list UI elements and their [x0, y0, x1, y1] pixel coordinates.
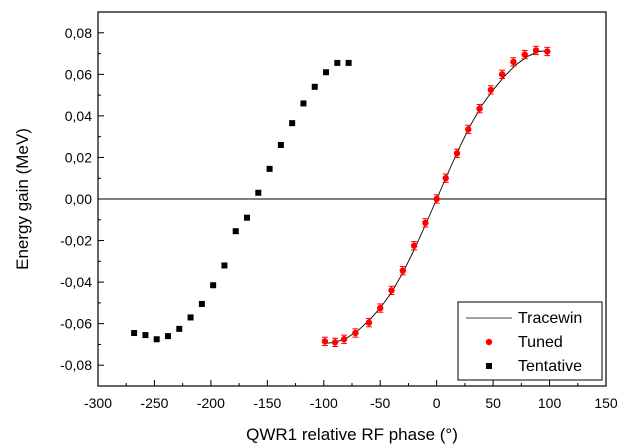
y-tick-label: 0,02 — [65, 149, 92, 165]
tuned-point — [332, 339, 338, 345]
tuned-point — [465, 126, 471, 132]
y-tick-label: -0,02 — [60, 233, 92, 249]
tuned-point — [411, 243, 417, 249]
tuned-point — [442, 175, 448, 181]
x-tick-label: -200 — [197, 395, 225, 411]
tuned-point — [544, 48, 550, 54]
x-tick-label: -100 — [310, 395, 338, 411]
tentative-point — [323, 69, 329, 75]
y-tick-label: -0,06 — [60, 316, 92, 332]
legend-square-marker — [486, 363, 492, 369]
tentative-point — [165, 333, 171, 339]
tentative-point — [142, 332, 148, 338]
tuned-point — [454, 150, 460, 156]
tuned-point — [400, 267, 406, 273]
legend: Tracewin Tuned Tentative — [458, 302, 602, 380]
tentative-point — [289, 120, 295, 126]
tuned-point — [366, 319, 372, 325]
x-tick-label: -250 — [140, 395, 168, 411]
tuned-point — [499, 71, 505, 77]
x-tick-label: -300 — [84, 395, 112, 411]
tuned-point — [377, 305, 383, 311]
tentative-point — [188, 314, 194, 320]
x-tick-label: 150 — [594, 395, 618, 411]
tentative-point — [255, 190, 261, 196]
tentative-point — [267, 166, 273, 172]
legend-label-tracewin: Tracewin — [518, 310, 582, 327]
tentative-point — [312, 84, 318, 90]
tuned-point — [488, 87, 494, 93]
tentative-point — [244, 215, 250, 221]
y-tick-label: 0,00 — [65, 191, 92, 207]
legend-label-tentative: Tentative — [518, 358, 582, 375]
y-tick-label: 0,08 — [65, 25, 92, 41]
tuned-point — [533, 47, 539, 53]
y-tick-label: 0,04 — [65, 108, 92, 124]
tentative-point — [233, 228, 239, 234]
tuned-point — [352, 330, 358, 336]
tuned-point — [422, 220, 428, 226]
tuned-point — [522, 51, 528, 57]
tentative-point — [300, 100, 306, 106]
y-tick-label: 0,06 — [65, 66, 92, 82]
tuned-point — [341, 336, 347, 342]
y-tick-label: -0,04 — [60, 274, 92, 290]
tentative-point — [176, 326, 182, 332]
x-tick-label: 0 — [433, 395, 441, 411]
tentative-point — [278, 142, 284, 148]
x-tick-label: -50 — [370, 395, 390, 411]
tentative-point — [210, 282, 216, 288]
tentative-point — [334, 60, 340, 66]
y-tick-label: -0,08 — [60, 357, 92, 373]
tuned-point — [322, 338, 328, 344]
legend-label-tuned: Tuned — [518, 334, 563, 351]
y-axis-title: Energy gain (MeV) — [13, 128, 32, 270]
tentative-point — [131, 330, 137, 336]
tentative-point — [199, 301, 205, 307]
tuned-point — [388, 287, 394, 293]
tentative-point — [221, 262, 227, 268]
x-tick-label: 50 — [485, 395, 501, 411]
tentative-point — [154, 336, 160, 342]
x-tick-label: -150 — [253, 395, 281, 411]
x-tick-label: 100 — [538, 395, 562, 411]
tuned-point — [510, 59, 516, 65]
x-axis-title: QWR1 relative RF phase (°) — [246, 425, 458, 444]
tuned-point — [476, 105, 482, 111]
legend-circle-marker — [486, 339, 492, 345]
tuned-point — [433, 196, 439, 202]
tentative-point — [346, 60, 352, 66]
